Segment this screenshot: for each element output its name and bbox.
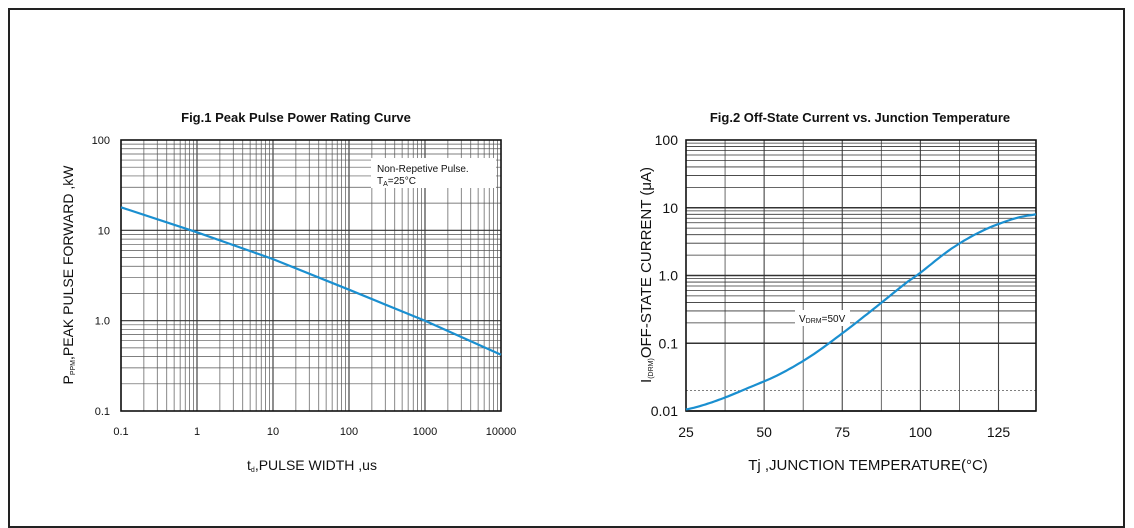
fig1-x-tick-label: 0.1	[113, 426, 128, 438]
fig1-y-tick-label: 0.1	[95, 406, 110, 418]
fig2-x-tick-label: 125	[987, 424, 1011, 440]
fig2-x-tick-label: 100	[909, 424, 933, 440]
fig1-x-tick-label: 1000	[413, 426, 437, 438]
fig1-x-tick-label: 1	[194, 426, 200, 438]
fig1-y-tick-label: 1.0	[95, 316, 110, 328]
fig1-annotation-line2: TA=25°C	[377, 176, 416, 188]
fig1-tick-labels: 0.1 1 10 100 1000 10000 0.1 1.0 10 100	[92, 135, 517, 438]
fig1-plot-frame	[120, 139, 502, 412]
fig1-title: Fig.1 Peak Pulse Power Rating Curve	[181, 110, 411, 125]
fig2-xlabel: Tj ,JUNCTION TEMPERATURE(°C)	[748, 457, 988, 474]
fig2-plot-frame	[685, 139, 1037, 412]
fig1-annotation-box	[371, 158, 496, 188]
fig2-title: Fig.2 Off-State Current vs. Junction Tem…	[710, 110, 1010, 125]
fig2-y-tick-label: 0.01	[651, 403, 678, 419]
fig2-y-tick-label: 100	[655, 132, 679, 148]
fig1-annotation-line1: Non-Repetive Pulse.	[377, 164, 469, 175]
fig1-y-tick-label: 10	[98, 225, 110, 237]
fig2-grid	[686, 140, 1036, 412]
fig1-y-tick-label: 100	[92, 135, 110, 147]
fig2-x-tick-label: 50	[756, 424, 772, 440]
fig2-ylabel: I(DRM)OFF-STATE CURRENT (μA)	[638, 167, 655, 383]
fig2-annotation-box	[795, 310, 850, 326]
fig2-series-line	[685, 213, 1037, 411]
fig2-x-tick-label: 25	[678, 424, 694, 440]
fig2-x-tick-label: 75	[834, 424, 850, 440]
fig1-x-tick-label: 10	[267, 426, 279, 438]
fig1-x-tick-label: 100	[340, 426, 358, 438]
fig1-xlabel: td,PULSE WIDTH ,us	[247, 457, 377, 474]
fig1-series-line	[120, 206, 502, 356]
fig2-y-tick-label: 1.0	[659, 268, 679, 284]
fig2-y-tick-label: 10	[662, 200, 678, 216]
fig1-ylabel: PPPM,PEAK PULSE FORWARD ,kW	[60, 165, 77, 385]
fig2-annotation: VDRM=50V	[799, 314, 846, 325]
charts-svg: Fig.1 Peak Pulse Power Rating Curve 0.1 1…	[60, 110, 1037, 474]
fig2-y-tick-label: 0.1	[659, 335, 679, 351]
fig1-x-tick-label: 10000	[486, 426, 517, 438]
fig2-tick-labels: 25 50 75 100 125 0.01 0.1 1.0 10 100	[651, 132, 1011, 440]
